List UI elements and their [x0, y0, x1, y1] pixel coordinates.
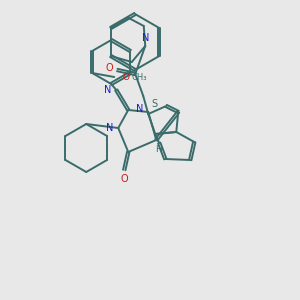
- Text: S: S: [151, 99, 157, 109]
- Text: H: H: [155, 145, 162, 154]
- Text: N: N: [136, 104, 143, 114]
- Text: N: N: [103, 85, 111, 95]
- Text: O: O: [120, 174, 128, 184]
- Text: CH₃: CH₃: [131, 73, 147, 82]
- Text: O: O: [105, 63, 113, 73]
- Text: N: N: [106, 123, 113, 133]
- Text: O: O: [123, 73, 130, 82]
- Text: N: N: [142, 33, 149, 43]
